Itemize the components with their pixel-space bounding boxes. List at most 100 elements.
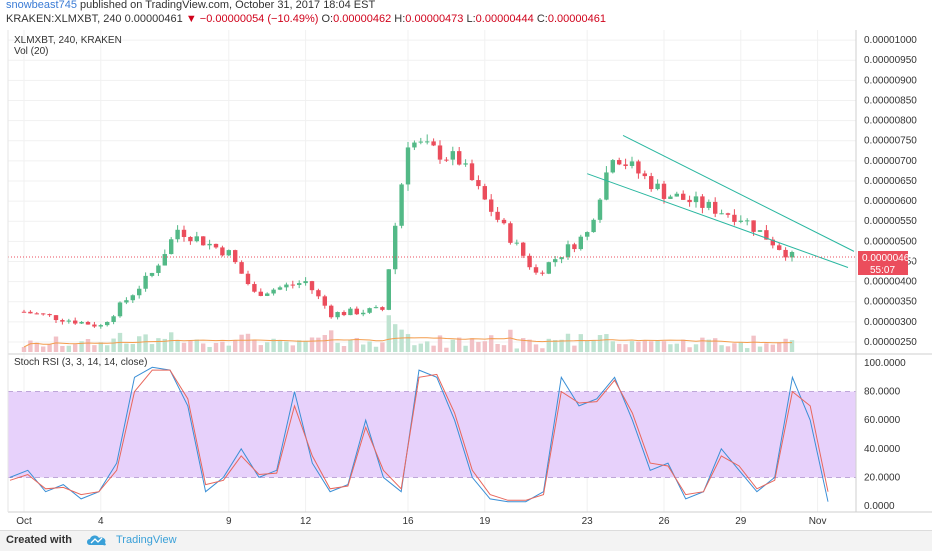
volume-bar bbox=[290, 345, 295, 352]
volume-bar bbox=[34, 342, 39, 352]
volume-bar bbox=[137, 336, 142, 352]
candle-body bbox=[348, 308, 353, 316]
candle-body bbox=[175, 229, 180, 240]
volume-bar bbox=[316, 337, 321, 352]
volume-bar bbox=[706, 339, 711, 352]
volume-bar bbox=[425, 341, 430, 352]
price-tick-label: 0.00000700 bbox=[864, 156, 917, 167]
stoch-band bbox=[8, 391, 856, 478]
candle-body bbox=[220, 247, 225, 256]
candle-body bbox=[527, 255, 532, 268]
candle-body bbox=[79, 321, 84, 324]
candle-body bbox=[431, 141, 436, 146]
candle-body bbox=[367, 308, 372, 313]
candle-body bbox=[373, 307, 379, 309]
candle-body bbox=[322, 296, 327, 306]
volume-bar bbox=[386, 315, 391, 352]
price-tick-label: 0.00000300 bbox=[864, 317, 917, 328]
candle-body bbox=[309, 281, 315, 291]
volume-bar bbox=[495, 344, 500, 352]
volume-bar bbox=[764, 343, 769, 352]
candle-body bbox=[713, 201, 718, 214]
candle-body bbox=[674, 193, 679, 197]
volume-bar bbox=[674, 343, 679, 352]
volume-bar bbox=[732, 343, 737, 352]
volume-bar bbox=[284, 341, 289, 352]
volume-bar bbox=[348, 339, 353, 352]
candle-body bbox=[521, 242, 526, 256]
countdown-tag-text: 55:07 bbox=[870, 265, 895, 276]
price-change: −0.00000054 (−10.49%) bbox=[199, 13, 319, 25]
candle-body bbox=[98, 325, 103, 327]
volume-bar bbox=[501, 345, 507, 352]
stoch-tick-label: 60.0000 bbox=[864, 415, 901, 426]
candle-body bbox=[508, 223, 513, 243]
volume-bar bbox=[47, 344, 52, 352]
volume-bar bbox=[597, 335, 603, 352]
time-tick-label: 23 bbox=[582, 516, 594, 527]
stoch-rsi-title: Stoch RSI (3, 3, 14, 14, close) bbox=[14, 357, 148, 368]
volume-bar bbox=[271, 338, 276, 352]
volume-bar bbox=[508, 329, 513, 352]
volume-bar bbox=[322, 335, 327, 352]
low-value: 0.00000444 bbox=[475, 13, 534, 25]
candle-body bbox=[143, 275, 148, 289]
candle-body bbox=[162, 254, 167, 266]
trendline-upper bbox=[622, 135, 855, 252]
volume-bar bbox=[725, 346, 731, 352]
volume-bar bbox=[521, 338, 526, 352]
candle-body bbox=[559, 257, 564, 260]
time-axis-ticks: Oct 4 9 12 16 19 23 26 29 Nov bbox=[16, 516, 826, 527]
volume-bar bbox=[578, 334, 583, 352]
low-label: L: bbox=[466, 13, 476, 25]
candle-body bbox=[655, 183, 660, 190]
volume-bar bbox=[380, 342, 385, 352]
volume-bar bbox=[482, 341, 487, 352]
author-link[interactable]: snowbeast745 bbox=[6, 0, 77, 11]
tradingview-cloud-icon bbox=[87, 535, 106, 546]
volume-bar bbox=[149, 344, 155, 352]
volume-bar bbox=[450, 339, 455, 352]
volume-bar bbox=[41, 346, 46, 352]
volume-bar bbox=[591, 339, 596, 352]
candle-body bbox=[501, 219, 507, 224]
volume-bar bbox=[245, 333, 251, 352]
volume-bar bbox=[175, 339, 180, 352]
candle-body bbox=[591, 219, 596, 233]
volume-bar bbox=[399, 329, 404, 352]
volume-bar bbox=[252, 339, 257, 352]
volume-bar bbox=[162, 338, 167, 352]
volume-bar bbox=[341, 345, 347, 352]
candle-body bbox=[258, 291, 263, 296]
volume-bar bbox=[201, 343, 206, 352]
candle-body bbox=[649, 176, 654, 190]
volume-bar bbox=[444, 347, 449, 352]
volume-bar bbox=[642, 340, 647, 352]
candle-body bbox=[700, 196, 705, 208]
volume-bar bbox=[265, 342, 270, 352]
volume-bar bbox=[367, 341, 372, 352]
candle-body bbox=[604, 172, 609, 200]
candle-body bbox=[60, 320, 65, 322]
candle-body bbox=[642, 173, 647, 177]
volume-bar bbox=[220, 341, 225, 352]
time-tick-label: 4 bbox=[98, 516, 104, 527]
close-value: 0.00000461 bbox=[547, 13, 606, 25]
volume-bar bbox=[60, 345, 65, 352]
candle-body bbox=[770, 239, 775, 246]
volume-bar bbox=[111, 338, 116, 352]
chart-canvas[interactable]: 0.00000250 0.00000300 0.00000350 0.00000400… bbox=[0, 0, 932, 530]
volume-bar bbox=[629, 341, 635, 352]
candle-body bbox=[124, 300, 129, 303]
candle-body bbox=[437, 145, 443, 160]
volume-bar bbox=[181, 342, 187, 352]
candle-body bbox=[361, 312, 366, 315]
high-label: H: bbox=[394, 13, 406, 25]
volume-bar bbox=[751, 335, 756, 352]
volume-label: Vol (20) bbox=[14, 46, 49, 57]
tradingview-brand[interactable]: TradingView bbox=[116, 534, 177, 546]
volume-bar bbox=[226, 345, 231, 352]
volume-bar bbox=[437, 335, 443, 352]
volume-bar bbox=[514, 348, 519, 352]
candle-body bbox=[149, 272, 155, 276]
